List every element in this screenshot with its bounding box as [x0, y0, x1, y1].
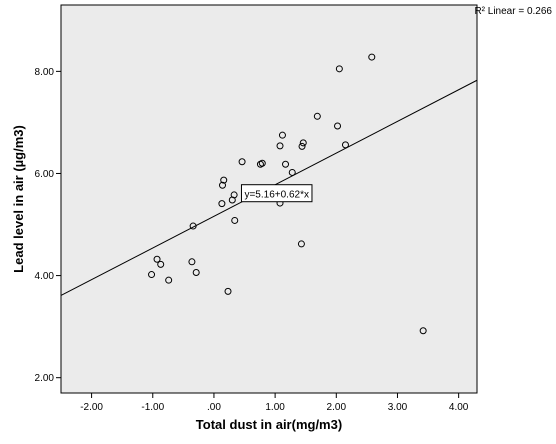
- y-tick-label: 4.00: [35, 271, 55, 282]
- data-point: [218, 200, 226, 208]
- data-point: [238, 158, 246, 166]
- fit-equation-box: y=5.16+0.62*x: [240, 184, 313, 203]
- data-point: [219, 181, 227, 189]
- x-tick-label: 2.00: [327, 402, 347, 413]
- data-point: [298, 142, 306, 150]
- data-point: [334, 122, 342, 130]
- data-point: [224, 287, 232, 295]
- data-point: [153, 255, 161, 263]
- x-tick-label: -1.00: [141, 402, 164, 413]
- x-tick-label: 3.00: [388, 402, 408, 413]
- data-point: [157, 260, 165, 268]
- data-point: [231, 216, 239, 224]
- x-tick-label: .00: [207, 402, 221, 413]
- data-point: [165, 276, 173, 284]
- data-point: [258, 159, 266, 167]
- data-point: [230, 191, 238, 199]
- x-axis-ticks: -2.00 -1.00 .00 1.00 2.00 3.00 4.00: [80, 393, 469, 413]
- data-point: [276, 142, 284, 150]
- x-tick-label: -2.00: [80, 402, 103, 413]
- data-point: [297, 240, 305, 248]
- data-point: [220, 176, 228, 184]
- data-point: [313, 112, 321, 120]
- data-point: [288, 168, 296, 176]
- data-point: [278, 131, 286, 139]
- data-point: [341, 141, 349, 149]
- r-squared-label: R² Linear = 0.266: [474, 6, 552, 17]
- y-tick-label: 6.00: [35, 169, 55, 180]
- data-point: [148, 271, 156, 279]
- x-tick-label: 1.00: [265, 402, 285, 413]
- y-tick-label: 8.00: [35, 67, 55, 78]
- x-axis-title: Total dust in air(mg/m3): [196, 417, 342, 432]
- y-axis-title: Lead level in air (µg/m3): [11, 125, 26, 273]
- data-point: [192, 269, 200, 277]
- y-tick-label: 2.00: [35, 373, 55, 384]
- data-point: [299, 139, 307, 147]
- y-axis-ticks: 2.00 4.00 6.00 8.00: [35, 67, 61, 384]
- data-point: [335, 65, 343, 73]
- data-point: [282, 160, 290, 168]
- x-tick-label: 4.00: [449, 402, 469, 413]
- data-point: [368, 53, 376, 61]
- fit-equation-label: y=5.16+0.62*x: [244, 190, 309, 201]
- data-point: [189, 222, 197, 230]
- data-point: [419, 327, 427, 335]
- data-point: [188, 258, 196, 266]
